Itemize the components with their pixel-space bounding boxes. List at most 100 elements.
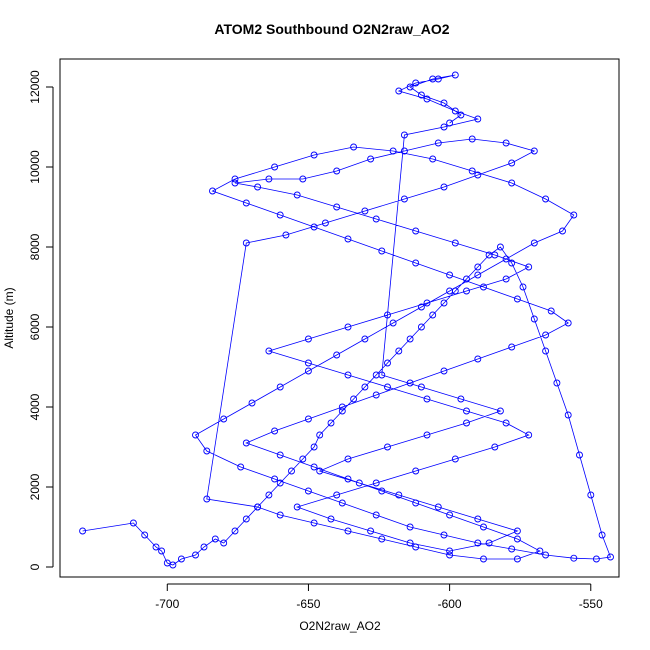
data-point [242, 199, 250, 207]
data-point [519, 283, 527, 291]
data-point [587, 491, 595, 499]
data-point [530, 239, 538, 247]
data-point [598, 531, 606, 539]
data-point [536, 547, 544, 555]
data-point [559, 227, 566, 235]
data-point [417, 323, 425, 331]
data-point [344, 323, 352, 331]
data-point [406, 539, 414, 547]
data-point [440, 299, 448, 307]
data-point [344, 455, 352, 463]
data-point [406, 335, 414, 343]
data-point [451, 107, 459, 115]
data-point [203, 495, 211, 503]
data-point [530, 315, 538, 323]
data-point [333, 351, 341, 359]
data-point [508, 179, 516, 187]
data-point [169, 561, 177, 569]
data-point [141, 531, 149, 539]
data-point [200, 543, 208, 551]
data-point [276, 479, 284, 487]
data-point [508, 545, 516, 553]
data-point [129, 519, 137, 527]
data-point [502, 255, 510, 263]
data-point [299, 455, 307, 463]
data-point [542, 347, 550, 355]
data-point [384, 443, 391, 451]
data-point [468, 135, 476, 143]
data-point [384, 383, 391, 391]
data-point [276, 511, 284, 519]
data-point [513, 295, 521, 303]
data-point [446, 551, 454, 559]
data-point [276, 451, 284, 459]
data-point [316, 431, 324, 439]
data-point [282, 231, 290, 239]
y-axis-label: Altitude (m) [2, 287, 16, 348]
data-point [406, 379, 414, 387]
plot-frame [59, 58, 620, 578]
data-point [576, 451, 583, 459]
data-point [265, 175, 273, 183]
y-tick-label: 8000 [28, 233, 42, 260]
data-point [417, 91, 425, 99]
data-point [304, 367, 312, 375]
data-point [271, 475, 279, 483]
data-point [192, 551, 199, 559]
data-point [457, 111, 465, 119]
data-point [211, 535, 219, 543]
y-tick-label: 4000 [28, 393, 42, 420]
data-point [417, 303, 425, 311]
data-point [338, 407, 346, 415]
data-point [304, 335, 312, 343]
data-point [378, 371, 386, 379]
data-points [79, 71, 614, 569]
data-point [440, 99, 448, 107]
data-point [496, 243, 504, 251]
data-point [412, 543, 420, 551]
data-point [293, 503, 301, 511]
data-point [423, 431, 431, 439]
data-point [389, 147, 397, 155]
data-point [361, 335, 369, 343]
data-point [231, 179, 239, 187]
chart-title: ATOM2 Southbound O2N2raw_AO2 [214, 21, 449, 37]
data-point [547, 307, 555, 315]
data-point [474, 171, 482, 179]
data-point [457, 395, 465, 403]
x-axis-label: O2N2raw_AO2 [299, 619, 381, 633]
data-point [367, 155, 375, 163]
data-point [480, 555, 487, 563]
data-point [513, 555, 521, 563]
data-point [265, 347, 273, 355]
data-point [344, 371, 352, 379]
data-point [304, 359, 312, 367]
data-point [542, 331, 550, 339]
data-point [254, 183, 262, 191]
data-point [304, 415, 312, 423]
data-point [203, 447, 211, 455]
data-point [474, 515, 482, 523]
data-point [508, 159, 516, 167]
data-point [276, 211, 284, 219]
data-point [304, 487, 312, 495]
data-point [502, 139, 510, 147]
data-point [265, 491, 273, 499]
data-point [429, 311, 437, 319]
data-point [474, 263, 482, 271]
data-point [400, 131, 408, 139]
y-tick-label: 0 [28, 563, 42, 570]
data-point [79, 527, 87, 535]
data-point [446, 547, 454, 555]
x-tick-label: -700 [155, 597, 179, 611]
data-point [242, 515, 250, 523]
data-point [350, 395, 358, 403]
data-point [474, 539, 482, 547]
data-point [361, 383, 369, 391]
data-point [209, 187, 216, 195]
data-point [485, 539, 493, 547]
data-point [372, 479, 380, 487]
data-point [530, 147, 538, 155]
data-point [502, 275, 510, 283]
